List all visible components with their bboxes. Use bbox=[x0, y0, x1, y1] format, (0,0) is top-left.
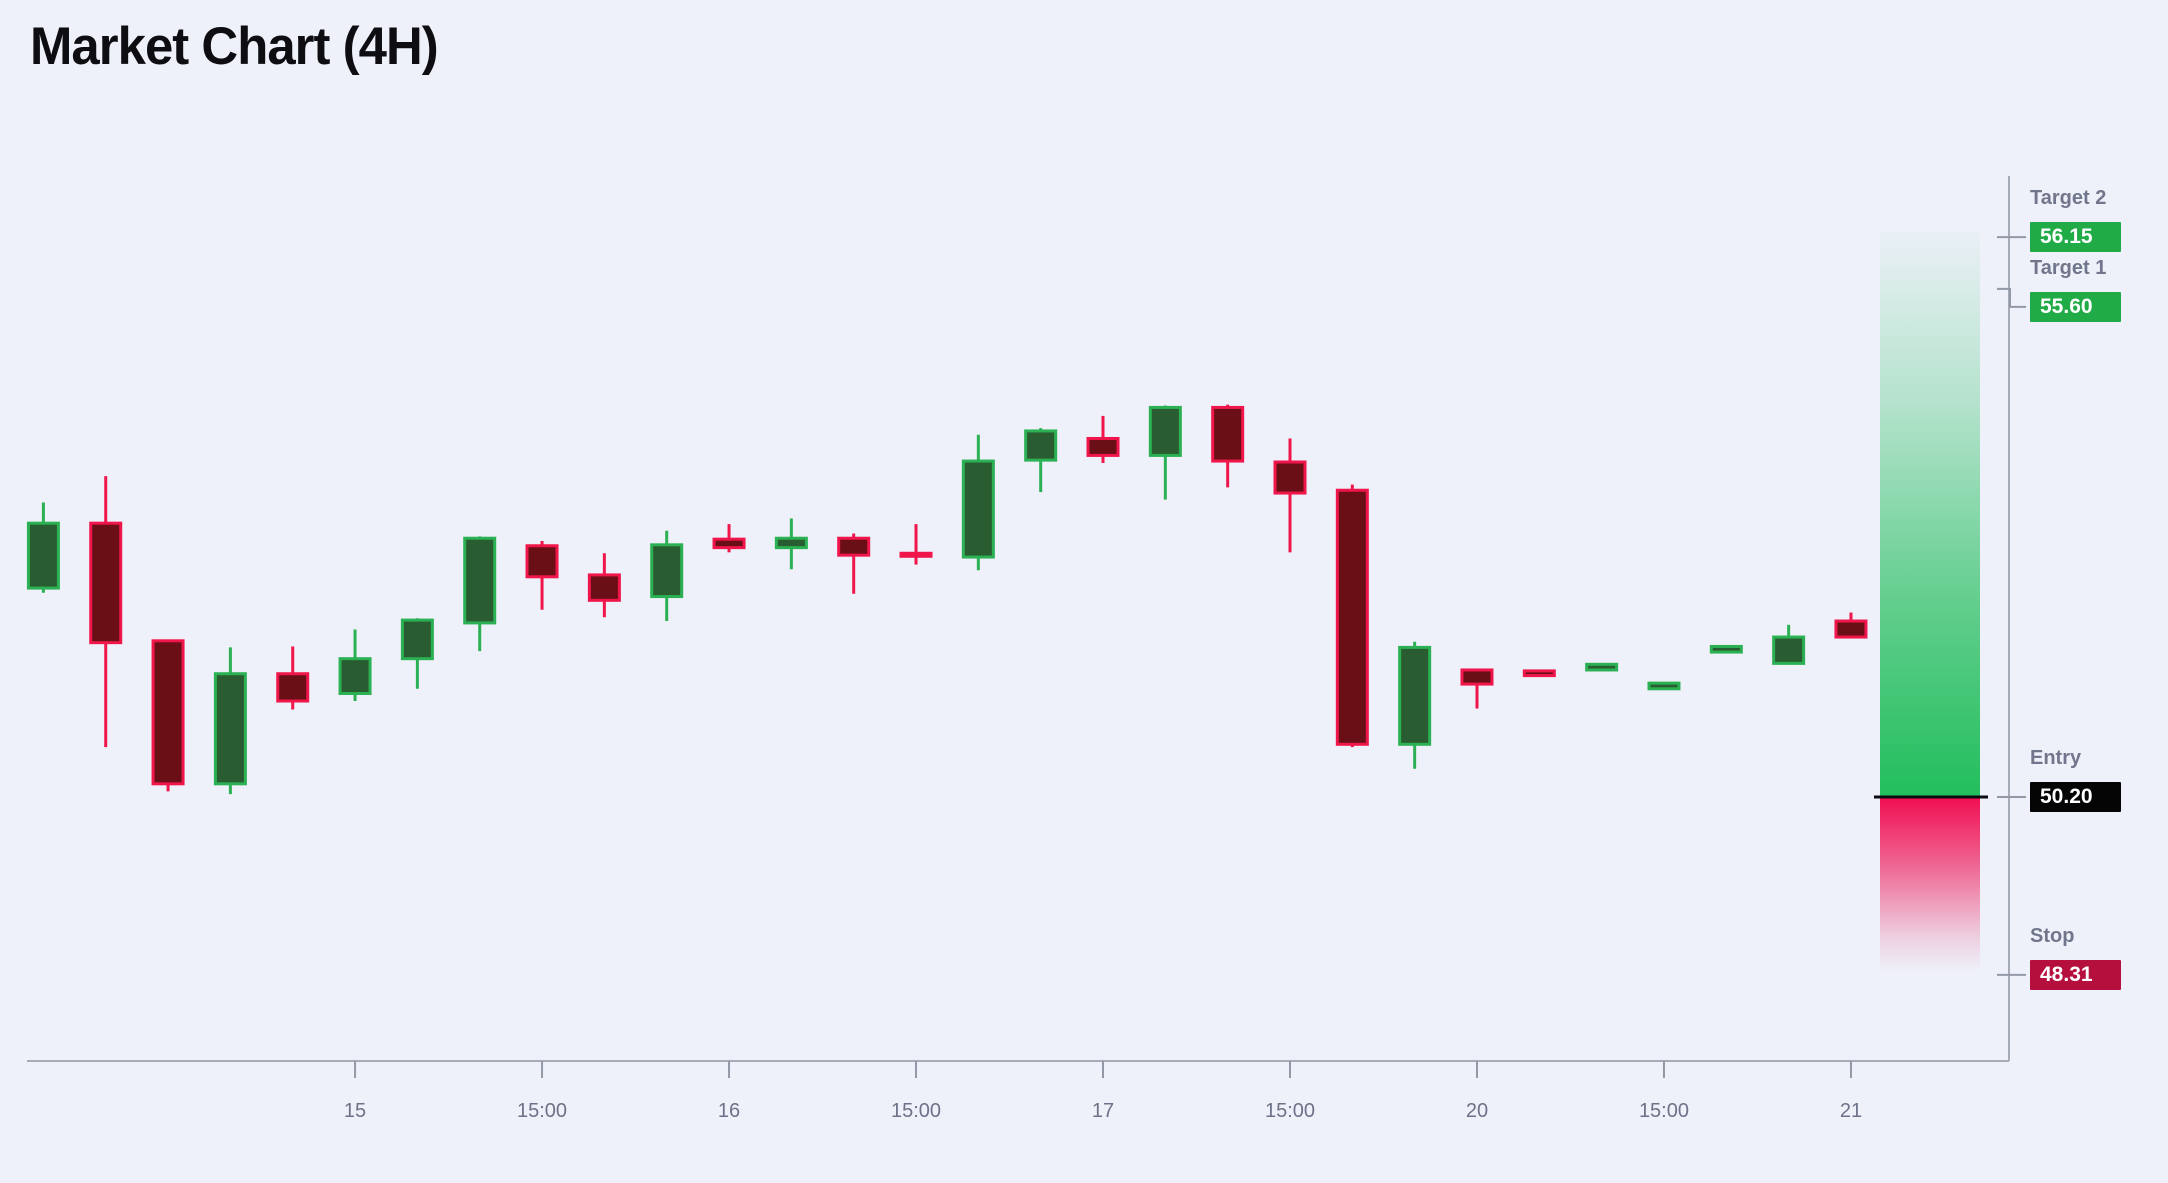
bullish-candle-body bbox=[1772, 635, 1806, 665]
x-axis-tick-label: 16 bbox=[718, 1100, 740, 1122]
target1-label: Target 1 bbox=[2030, 256, 2107, 279]
bearish-candle-body bbox=[1522, 669, 1556, 678]
level-group-target2: Target 2 56.15 bbox=[2030, 186, 2160, 253]
bearish-candle-body bbox=[1834, 619, 1868, 639]
target2-label: Target 2 bbox=[2030, 187, 2107, 210]
entry-label: Entry bbox=[2030, 747, 2082, 769]
bullish-candle-body bbox=[463, 536, 497, 625]
x-axis-tick-label: 15:00 bbox=[517, 1100, 567, 1122]
bearish-candle-body bbox=[89, 521, 123, 645]
target2-price-badge[interactable]: 56.15 bbox=[2030, 222, 2121, 253]
stop-label: Stop bbox=[2030, 924, 2075, 947]
bearish-candle-body bbox=[1335, 488, 1369, 746]
bearish-candle-body bbox=[712, 537, 746, 550]
bullish-candle-body bbox=[400, 618, 434, 661]
bearish-candle-body bbox=[276, 672, 310, 703]
bullish-candle-body bbox=[650, 543, 684, 599]
x-axis-tick-label: 15:00 bbox=[1265, 1100, 1315, 1122]
bullish-candle-body bbox=[774, 536, 808, 550]
page-title: Market Chart (4H) bbox=[30, 17, 439, 76]
bearish-candle-body bbox=[1273, 460, 1307, 495]
bearish-candle-body bbox=[1086, 436, 1120, 457]
profit-zone bbox=[1880, 232, 1980, 797]
bearish-candle-body bbox=[587, 573, 621, 602]
bearish-candle-body bbox=[525, 544, 559, 579]
x-axis-tick-label: 20 bbox=[1466, 1100, 1488, 1122]
bullish-candle-body bbox=[961, 459, 995, 559]
x-axis-tick-label: 15 bbox=[344, 1100, 366, 1122]
bullish-candle-body bbox=[213, 672, 247, 786]
loss-zone bbox=[1880, 797, 1980, 972]
target1-axis-tick bbox=[1997, 287, 2026, 308]
bullish-candle-body bbox=[1024, 429, 1058, 462]
bullish-candle-body bbox=[1647, 681, 1681, 691]
bearish-candle-body bbox=[1460, 668, 1494, 686]
x-axis-tick-label: 15:00 bbox=[891, 1100, 941, 1122]
level-group-entry: Entry 50.20 bbox=[2030, 746, 2160, 812]
bullish-candle-body bbox=[338, 657, 372, 695]
stop-price-badge[interactable]: 48.31 bbox=[2030, 959, 2121, 990]
level-group-stop: Stop 48.31 bbox=[2030, 924, 2160, 990]
level-group-target1: Target 1 55.60 bbox=[2030, 256, 2160, 322]
entry-price-badge[interactable]: 50.20 bbox=[2030, 782, 2121, 812]
bullish-candle-body bbox=[1585, 662, 1619, 672]
target1-price-badge[interactable]: 55.60 bbox=[2030, 291, 2121, 322]
bearish-candle-body bbox=[899, 551, 933, 558]
x-axis-tick-label: 21 bbox=[1840, 1100, 1862, 1122]
x-axis-tick-label: 17 bbox=[1092, 1100, 1114, 1122]
bearish-candle-body bbox=[837, 536, 871, 557]
bullish-candle-body bbox=[1398, 645, 1432, 746]
bullish-candle-body bbox=[1148, 405, 1182, 457]
bullish-candle-body bbox=[1709, 644, 1743, 654]
bearish-candle-body bbox=[151, 639, 185, 786]
x-axis-tick-label: 15:00 bbox=[1639, 1100, 1689, 1122]
bearish-candle-body bbox=[1211, 405, 1245, 463]
bullish-candle-body bbox=[26, 521, 60, 590]
